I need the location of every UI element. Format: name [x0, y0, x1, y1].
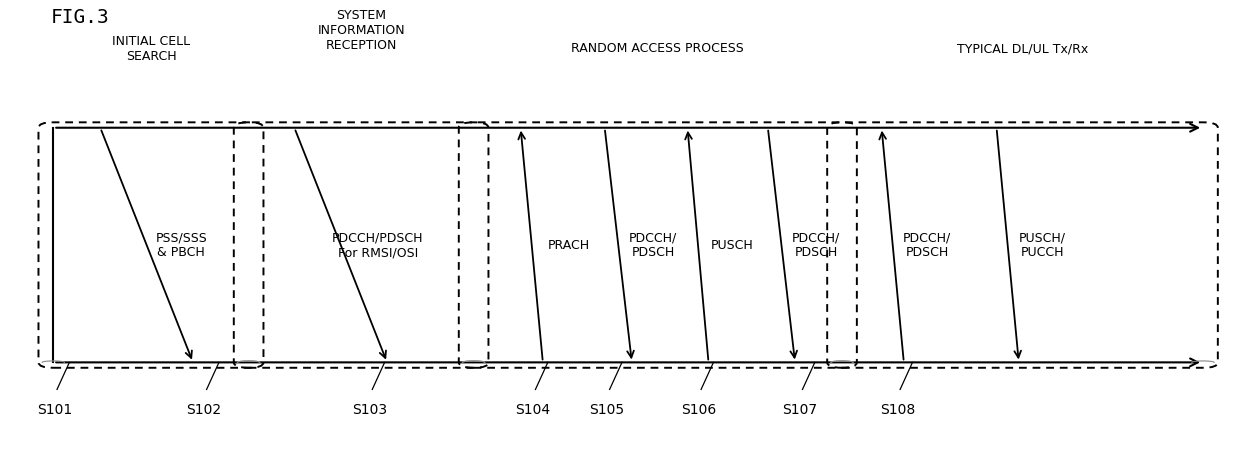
Text: S107: S107 [782, 403, 818, 417]
Text: FIG.3: FIG.3 [51, 8, 109, 27]
Text: PSS/SSS
& PBCH: PSS/SSS & PBCH [155, 231, 207, 259]
Text: INITIAL CELL
SEARCH: INITIAL CELL SEARCH [112, 35, 190, 63]
Text: PDCCH/
PDSCH: PDCCH/ PDSCH [903, 231, 952, 259]
Text: S103: S103 [352, 403, 388, 417]
Text: S105: S105 [590, 403, 624, 417]
Text: PDCCH/PDSCH
For RMSI/OSI: PDCCH/PDSCH For RMSI/OSI [332, 231, 424, 259]
Text: PUSCH/
PUCCH: PUSCH/ PUCCH [1018, 231, 1066, 259]
Text: S104: S104 [515, 403, 550, 417]
Text: TYPICAL DL/UL Tx/Rx: TYPICAL DL/UL Tx/Rx [957, 42, 1088, 55]
Text: S106: S106 [681, 403, 716, 417]
Text: PDCCH/
PDSCH: PDCCH/ PDSCH [628, 231, 676, 259]
Text: PDCCH/
PDSCH: PDCCH/ PDSCH [792, 231, 840, 259]
Text: SYSTEM
INFORMATION
RECEPTION: SYSTEM INFORMATION RECEPTION [317, 9, 405, 52]
Text: RANDOM ACCESS PROCESS: RANDOM ACCESS PROCESS [571, 42, 745, 55]
Text: S108: S108 [880, 403, 916, 417]
Text: S102: S102 [187, 403, 222, 417]
Text: S101: S101 [37, 403, 72, 417]
Text: PUSCH: PUSCH [711, 238, 755, 252]
Text: PRACH: PRACH [548, 238, 590, 252]
